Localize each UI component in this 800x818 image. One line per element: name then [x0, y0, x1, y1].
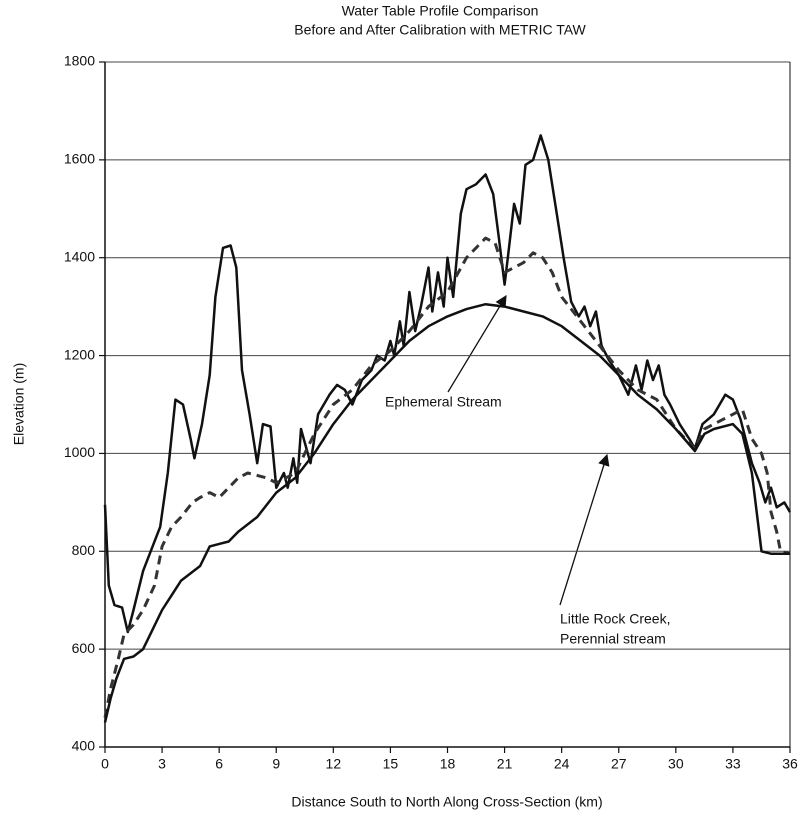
y-tick-label: 400: [72, 738, 96, 754]
y-tick-label: 1800: [64, 53, 95, 69]
data-line: [103, 134, 792, 634]
y-tick-label: 1000: [64, 444, 95, 460]
x-tick-label: 24: [554, 756, 570, 772]
y-axis-label: Elevation (m): [11, 363, 27, 445]
x-axis-label: Distance South to North Along Cross-Sect…: [291, 794, 602, 810]
chart-title: Water Table Profile Comparison: [342, 3, 539, 19]
x-tick-label: 21: [497, 756, 513, 772]
x-tick-label: 30: [668, 756, 684, 772]
y-tick-label: 1200: [64, 346, 95, 362]
x-tick-label: 6: [215, 756, 223, 772]
x-tick-label: 36: [782, 756, 798, 772]
y-tick-label: 1400: [64, 248, 95, 264]
data-line: [103, 302, 790, 723]
x-tick-label: 27: [611, 756, 627, 772]
x-tick-label: 3: [158, 756, 166, 772]
data-line: [103, 236, 791, 718]
x-tick-label: 15: [383, 756, 399, 772]
annotation-arrow: [559, 453, 610, 606]
annotation-arrow: [447, 294, 507, 393]
y-tick-label: 1600: [64, 151, 95, 167]
annotation: Ephemeral Stream: [385, 394, 502, 410]
chart-subtitle: Before and After Calibration with METRIC…: [294, 22, 586, 38]
x-tick-label: 18: [440, 756, 456, 772]
y-tick-label: 800: [72, 542, 96, 558]
annotation: Little Rock Creek,: [560, 611, 670, 627]
x-tick-label: 33: [725, 756, 741, 772]
x-tick-label: 0: [101, 756, 109, 772]
annotation: Perennial stream: [560, 631, 666, 647]
x-tick-label: 9: [272, 756, 280, 772]
y-tick-label: 600: [72, 640, 96, 656]
x-tick-label: 12: [326, 756, 342, 772]
